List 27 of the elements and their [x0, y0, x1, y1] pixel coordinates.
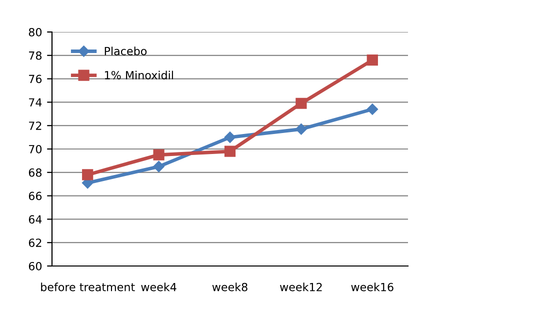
legend-label: 1% Minoxidil — [105, 70, 173, 80]
y-tick-label: 60 — [28, 262, 42, 270]
y-tick-label: 80 — [28, 28, 42, 36]
y-tick-label: 66 — [28, 192, 42, 200]
legend-label: Placebo — [104, 46, 147, 56]
y-tick-label: 64 — [28, 215, 42, 224]
y-tick-label: 78 — [29, 51, 42, 60]
point — [224, 132, 236, 143]
point — [82, 169, 94, 180]
point — [153, 160, 164, 172]
y-tick-label: 76 — [29, 74, 42, 84]
point — [296, 124, 307, 135]
y-tick-label: 62 — [28, 238, 42, 247]
y-tick-label: 74 — [29, 98, 42, 106]
point — [366, 104, 378, 115]
point — [224, 146, 236, 157]
x-tick-label: before treatment — [41, 282, 135, 292]
y-tick-label: 72 — [29, 122, 42, 130]
x-tick-label: week8 — [212, 282, 248, 292]
x-tick-label: week12 — [280, 282, 322, 292]
y-tick-label: 68 — [28, 168, 42, 177]
x-tick-label: week4 — [141, 282, 176, 292]
point — [296, 98, 307, 109]
x-tick-label: week16 — [351, 282, 394, 292]
point — [153, 149, 164, 160]
y-tick-label: 70 — [29, 144, 42, 154]
point — [366, 54, 378, 66]
